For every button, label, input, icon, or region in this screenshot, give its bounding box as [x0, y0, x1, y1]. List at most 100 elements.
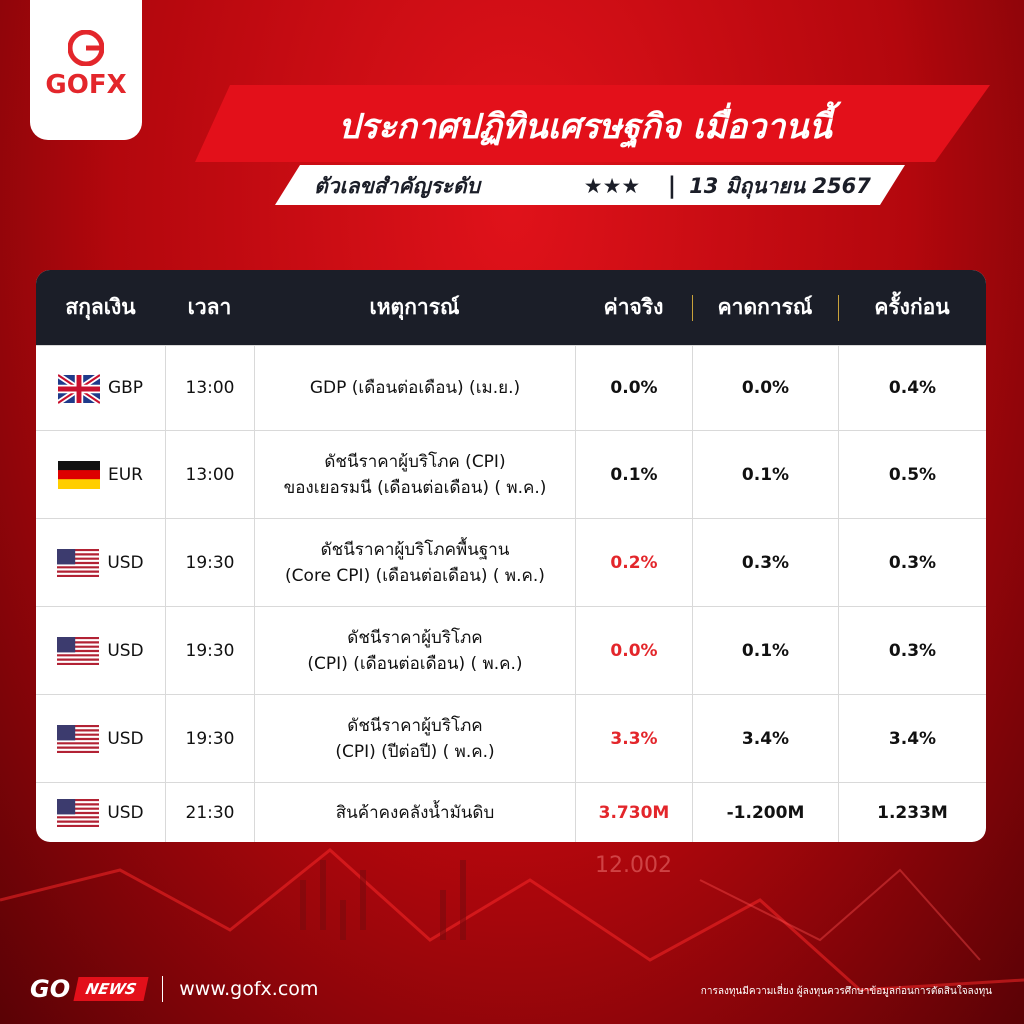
subtitle: ตัวเลขสำคัญระดับ [314, 174, 483, 199]
column-header: ค่าจริง [603, 295, 664, 320]
previous-cell: 0.4% [838, 346, 986, 431]
time: 13:00 [185, 378, 235, 399]
actual: 3.3% [610, 728, 658, 749]
event-cell: ดัชนีราคาผู้บริโภค (CPI) ของเยอรมนี (เดือ… [254, 431, 575, 519]
table: สกุลเงิน เวลา เหตุการณ์ ค่าจริง คาดการณ์… [36, 270, 986, 842]
previous: 0.4% [888, 378, 937, 399]
time-cell: 13:00 [165, 431, 254, 519]
header-divider [692, 295, 693, 321]
logo-text: GOFX [45, 70, 127, 100]
event-line: (CPI) (เดือนต่อเดือน) ( พ.ค.) [307, 654, 523, 674]
previous-cell: 0.5% [838, 431, 986, 519]
previous: 3.4% [888, 728, 937, 749]
separator: | [668, 173, 676, 199]
currency-cell: USD [36, 519, 165, 607]
table-row: GBP 13:00 GDP (เดือนต่อเดือน) (เม.ย.) 0.0% 0… [36, 345, 986, 431]
time-cell: 19:30 [165, 607, 254, 695]
previous-cell: 0.3% [838, 607, 986, 695]
footer-news: NEWS [73, 977, 149, 1001]
title-banner [195, 85, 990, 162]
time-cell: 21:30 [165, 783, 254, 842]
footer-url: www.gofx.com [179, 978, 319, 1000]
time-cell: 19:30 [165, 519, 254, 607]
currency: GBP [107, 378, 144, 399]
title: ประกาศปฏิทินเศรษฐกิจ เมื่อวานนี้ [338, 101, 841, 149]
currency: USD [107, 640, 144, 661]
forecast-cell: 0.3% [692, 519, 838, 607]
currency: EUR [108, 464, 143, 485]
previous: 0.3% [888, 640, 937, 661]
forecast: 0.0% [741, 378, 790, 399]
actual-cell: 0.2% [575, 519, 692, 607]
forecast-cell: 0.0% [692, 346, 838, 431]
forecast: 3.4% [741, 728, 790, 749]
forecast-cell: -1.200M [692, 783, 838, 842]
previous-cell: 1.233M [838, 783, 986, 842]
event-line: (Core CPI) (เดือนต่อเดือน) ( พ.ค.) [285, 566, 545, 586]
logo-box: GOFX [30, 0, 142, 140]
header: ประกาศปฏิทินเศรษฐกิจ เมื่อวานนี้ ตัวเลขส… [195, 85, 990, 205]
time-cell: 13:00 [165, 346, 254, 431]
column-header: ครั้งก่อน [874, 295, 950, 320]
actual-cell: 3.730M [575, 783, 692, 842]
event-line: ดัชนีราคาผู้บริโภค [347, 715, 483, 736]
column-header: คาดการณ์ [717, 295, 813, 320]
actual: 0.0% [610, 378, 658, 399]
actual: 0.0% [610, 640, 658, 661]
previous: 0.3% [888, 552, 937, 573]
actual-cell: 0.0% [575, 607, 692, 695]
time-cell: 19:30 [165, 695, 254, 783]
date: 13 มิถุนายน 2567 [689, 174, 871, 199]
time: 19:30 [185, 640, 235, 661]
time: 13:00 [185, 464, 235, 485]
event-cell: ดัชนีราคาผู้บริโภค (CPI) (ปีต่อปี) ( พ.ค.… [254, 695, 575, 783]
actual-cell: 0.0% [575, 346, 692, 431]
event-line: ของเยอรมนี (เดือนต่อเดือน) ( พ.ค.) [283, 478, 547, 498]
flag [57, 636, 99, 666]
actual: 0.2% [610, 552, 658, 573]
footer-divider [162, 976, 164, 1002]
header-divider [838, 295, 839, 321]
column-header: สกุลเงิน [65, 295, 136, 320]
table-row: USD 19:30 ดัชนีราคาผู้บริโภค (CPI) (เดือนต่… [36, 606, 986, 695]
forecast: 0.3% [741, 552, 790, 573]
currency-cell: USD [36, 695, 165, 783]
flag [58, 460, 100, 490]
flag [57, 548, 99, 578]
event-line: GDP (เดือนต่อเดือน) (เม.ย.) [309, 378, 521, 399]
actual-cell: 0.1% [575, 431, 692, 519]
forecast-cell: 0.1% [692, 431, 838, 519]
previous: 1.233M [877, 802, 948, 823]
stars: ★★★ [584, 174, 640, 198]
previous-cell: 0.3% [838, 519, 986, 607]
currency-cell: EUR [36, 431, 165, 519]
currency-cell: USD [36, 607, 165, 695]
event-line: (CPI) (ปีต่อปี) ( พ.ค.) [335, 742, 495, 762]
flag [58, 374, 100, 404]
column-header: เวลา [187, 295, 232, 320]
header-row: สกุลเงิน เวลา เหตุการณ์ ค่าจริง คาดการณ์… [36, 270, 986, 345]
logo-icon [68, 30, 104, 66]
previous-cell: 3.4% [838, 695, 986, 783]
time: 21:30 [185, 802, 235, 823]
forecast: 0.1% [741, 640, 790, 661]
actual: 0.1% [610, 464, 658, 485]
currency: USD [107, 552, 144, 573]
table-row: USD 19:30 ดัชนีราคาผู้บริโภค (CPI) (ปีต่อปี… [36, 694, 986, 783]
actual-cell: 3.3% [575, 695, 692, 783]
table-row: USD 21:30 สินค้าคงคลังน้ำมันดิบ 3.730M -1.20… [36, 782, 986, 842]
forecast-cell: 0.1% [692, 607, 838, 695]
table-row: USD 19:30 ดัชนีราคาผู้บริโภคพื้นฐาน (Core C… [36, 518, 986, 607]
event-line: ดัชนีราคาผู้บริโภคพื้นฐาน [320, 539, 510, 560]
previous: 0.5% [888, 464, 937, 485]
footer-brand: GO NEWS www.gofx.com [30, 972, 318, 1006]
time: 19:30 [185, 728, 235, 749]
event-cell: ดัชนีราคาผู้บริโภค (CPI) (เดือนต่อเดือน) … [254, 607, 575, 695]
forecast-cell: 3.4% [692, 695, 838, 783]
currency: USD [107, 728, 144, 749]
table-row: EUR 13:00 ดัชนีราคาผู้บริโภค (CPI) ของเยอรม… [36, 430, 986, 519]
footer-go: GO [30, 975, 71, 1003]
flag [57, 798, 99, 828]
event-cell: GDP (เดือนต่อเดือน) (เม.ย.) [254, 346, 575, 431]
